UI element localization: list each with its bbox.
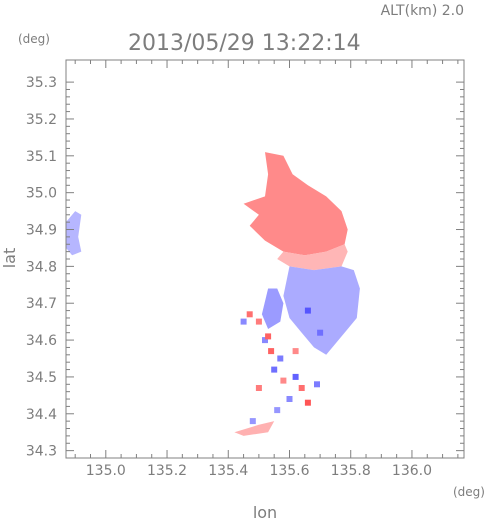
speckle-3 (268, 348, 275, 355)
speckle-1 (255, 318, 262, 325)
altitude-label: ALT(km) 2.0 (381, 3, 464, 19)
x-tick-label: 135.4 (208, 463, 248, 479)
x-unit-label: (deg) (453, 485, 485, 499)
y-tick-label: 34.8 (26, 259, 57, 275)
x-tick-label: 135.0 (86, 463, 126, 479)
x-tick-label: 135.8 (331, 463, 371, 479)
y-tick-label: 35.2 (26, 112, 57, 128)
y-tick-label: 34.6 (26, 333, 57, 349)
speckle-4 (277, 355, 284, 362)
region-negative-3 (261, 288, 284, 329)
speckle-14 (249, 418, 256, 425)
y-tick-label: 35.1 (26, 149, 57, 165)
region-positive-1 (277, 244, 348, 271)
x-tick-label: 135.6 (269, 463, 309, 479)
speckle-15 (292, 348, 299, 355)
speckle-5 (271, 366, 278, 373)
speckle-10 (304, 399, 311, 406)
region-positive-5 (234, 421, 275, 436)
y-tick-label: 34.3 (26, 444, 57, 460)
x-axis-label: lon (253, 503, 277, 521)
speckle-6 (280, 377, 287, 384)
x-ticks: 135.0 135.2 135.4 135.6 135.8 136.0 (74, 60, 459, 479)
speckle-16 (304, 307, 311, 314)
speckle-11 (314, 381, 320, 388)
heatmap-field (66, 152, 360, 436)
y-tick-label: 34.4 (26, 407, 57, 423)
speckle-8 (298, 385, 305, 391)
y-tick-label: 35.3 (26, 75, 57, 91)
speckle-18 (265, 333, 272, 340)
region-negative-2 (283, 266, 360, 355)
speckle-7 (292, 373, 299, 380)
y-unit-label: (deg) (18, 32, 50, 46)
speckle-0 (246, 311, 253, 318)
x-tick-label: 135.2 (147, 463, 187, 479)
y-tick-label: 35.0 (26, 186, 57, 202)
plot-frame (65, 59, 465, 459)
speckle-9 (286, 396, 293, 402)
speckle-12 (255, 385, 262, 391)
speckle-13 (274, 407, 281, 414)
y-tick-label: 34.7 (26, 296, 57, 312)
chart-title: 2013/05/29 13:22:14 (128, 31, 361, 56)
x-tick-label: 136.0 (392, 463, 432, 479)
speckle-2 (262, 337, 268, 344)
region-negative-4 (66, 211, 82, 256)
y-axis-label: lat (0, 248, 19, 269)
y-tick-label: 34.9 (26, 223, 57, 239)
speckle-17 (317, 329, 324, 336)
region-positive-0 (243, 152, 348, 256)
y-ticks: 34.3 34.4 34.5 34.6 34.7 34.8 34.9 35.0 35.1 35.2… (26, 75, 464, 460)
speckle-19 (240, 318, 247, 325)
y-tick-label: 34.5 (26, 370, 57, 386)
